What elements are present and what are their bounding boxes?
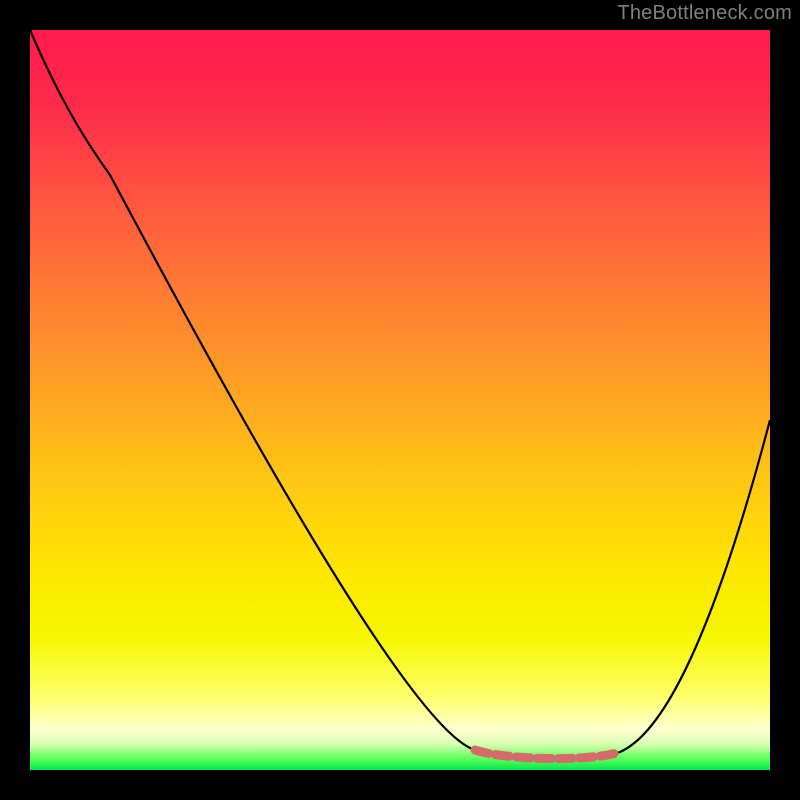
bottleneck-chart <box>0 0 800 800</box>
chart-plot-area <box>30 30 770 770</box>
chart-container: TheBottleneck.com <box>0 0 800 800</box>
watermark-text: TheBottleneck.com <box>617 2 792 25</box>
